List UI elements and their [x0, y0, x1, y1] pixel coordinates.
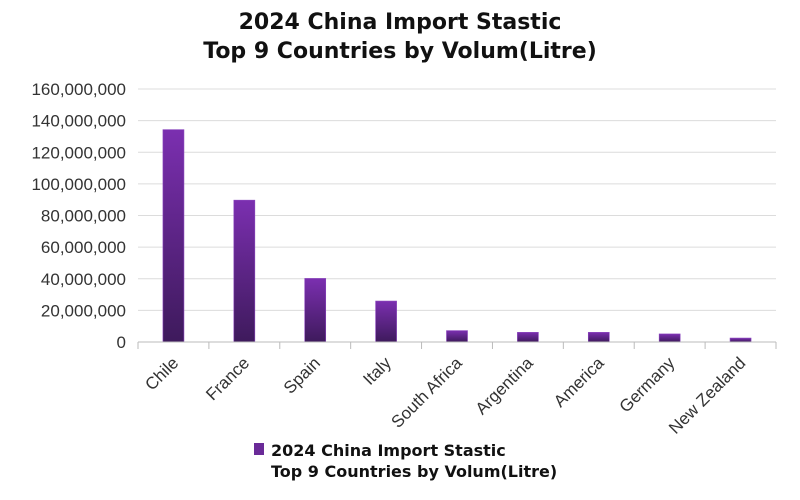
- bar-spain: [304, 278, 327, 343]
- bar-south-africa: [446, 330, 468, 343]
- x-tick-label: Spain: [280, 353, 324, 397]
- y-tick-label: 120,000,000: [31, 143, 126, 162]
- x-tick-label: New Zealand: [665, 353, 749, 437]
- bar-chile: [162, 129, 185, 343]
- title-line-1: 2024 China Import Stastic: [238, 10, 562, 35]
- x-tick-label: Argentina: [472, 353, 537, 418]
- legend-swatch: [254, 443, 264, 455]
- y-tick-label: 0: [117, 333, 126, 352]
- x-tick-label: France: [202, 353, 253, 404]
- x-tick-label: South Africa: [388, 353, 467, 432]
- y-tick-label: 60,000,000: [41, 238, 126, 257]
- bar-new-zealand: [729, 337, 752, 343]
- y-tick-label: 40,000,000: [41, 270, 126, 289]
- x-tick-label: America: [550, 353, 608, 411]
- y-tick-label: 100,000,000: [31, 175, 126, 194]
- bar-america: [587, 332, 610, 343]
- chart-title: 2024 China Import Stastic Top 9 Countrie…: [0, 8, 800, 66]
- legend-line-2: Top 9 Countries by Volum(Litre): [271, 462, 558, 481]
- x-tick-label: Chile: [141, 353, 182, 394]
- y-tick-label: 80,000,000: [41, 207, 126, 226]
- bar-france: [233, 199, 256, 343]
- title-line-2: Top 9 Countries by Volum(Litre): [203, 39, 597, 64]
- y-tick-label: 140,000,000: [31, 112, 126, 131]
- x-tick-label: Germany: [616, 353, 679, 416]
- bar-argentina: [517, 332, 539, 343]
- bar-germany: [658, 333, 681, 343]
- legend: 2024 China Import Stastic Top 9 Countrie…: [254, 440, 557, 482]
- bar-italy: [375, 300, 397, 343]
- legend-line-1: 2024 China Import Stastic: [271, 441, 506, 460]
- y-tick-label: 20,000,000: [41, 301, 126, 320]
- y-tick-label: 160,000,000: [31, 80, 126, 99]
- x-tick-label: Italy: [359, 353, 395, 389]
